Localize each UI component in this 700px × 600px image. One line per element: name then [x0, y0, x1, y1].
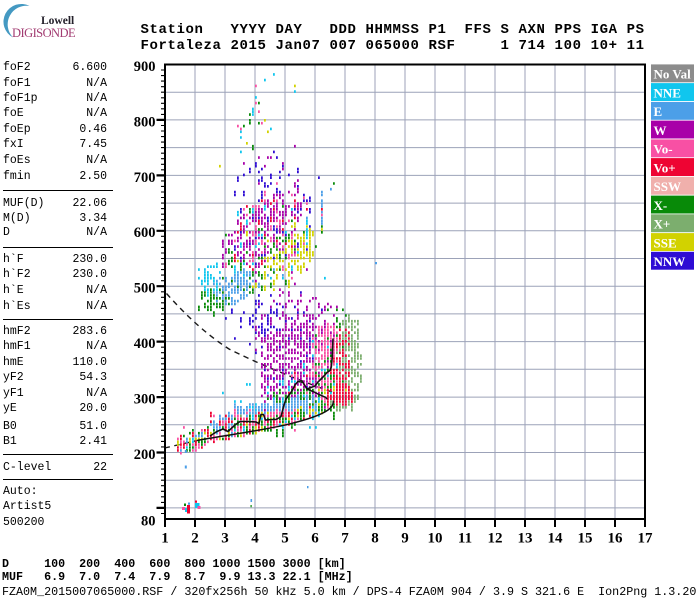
svg-text:200: 200: [134, 447, 156, 463]
svg-text:12: 12: [488, 531, 503, 547]
svg-text:500: 500: [134, 281, 156, 297]
svg-text:400: 400: [134, 336, 156, 352]
svg-text:13: 13: [518, 531, 533, 547]
svg-text:17: 17: [638, 531, 654, 547]
svg-text:NNE: NNE: [654, 85, 681, 100]
svg-text:600: 600: [134, 225, 156, 241]
svg-text:X+: X+: [654, 217, 671, 232]
svg-text:6: 6: [311, 531, 319, 547]
svg-text:3: 3: [221, 531, 229, 547]
svg-text:800: 800: [134, 114, 156, 130]
svg-text:15: 15: [578, 531, 593, 547]
svg-text:16: 16: [608, 531, 624, 547]
svg-text:Vo+: Vo+: [654, 160, 676, 175]
svg-text:2: 2: [191, 531, 199, 547]
svg-text:5: 5: [281, 531, 289, 547]
svg-text:4: 4: [251, 531, 259, 547]
svg-text:9: 9: [401, 531, 409, 547]
svg-text:No Val: No Val: [654, 67, 692, 82]
svg-text:900: 900: [134, 59, 156, 75]
svg-text:8: 8: [371, 531, 379, 547]
svg-text:SSW: SSW: [654, 179, 681, 194]
svg-text:14: 14: [548, 531, 564, 547]
svg-text:NNW: NNW: [654, 254, 686, 269]
svg-text:SSE: SSE: [654, 235, 677, 250]
svg-text:10: 10: [428, 531, 443, 547]
svg-text:80: 80: [141, 513, 156, 529]
svg-text:X-: X-: [654, 198, 668, 213]
svg-text:700: 700: [134, 170, 156, 186]
svg-text:W: W: [654, 123, 667, 138]
svg-text:7: 7: [341, 531, 349, 547]
svg-text:11: 11: [458, 531, 472, 547]
svg-text:300: 300: [134, 392, 156, 408]
svg-text:Vo-: Vo-: [654, 142, 673, 157]
svg-text:E: E: [654, 104, 663, 119]
svg-text:1: 1: [161, 531, 169, 547]
